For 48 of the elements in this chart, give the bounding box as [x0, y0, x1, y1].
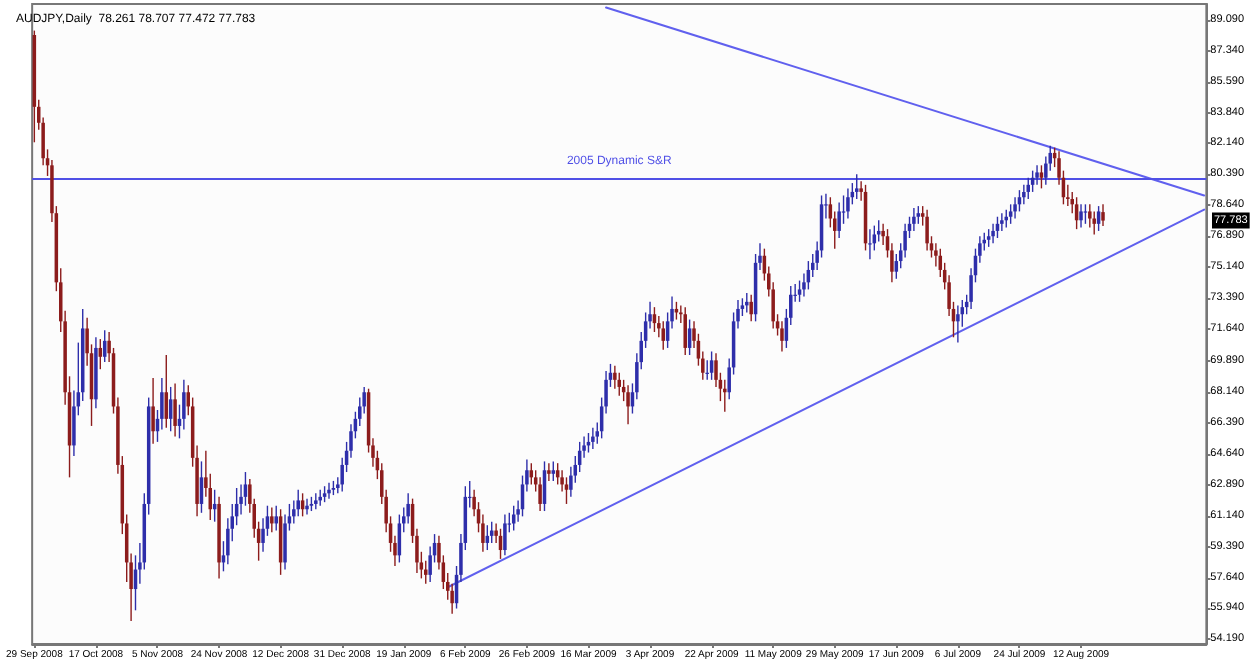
candlestick: [591, 427, 595, 450]
candlestick: [837, 201, 841, 239]
candlestick: [1079, 203, 1083, 229]
candlestick: [1008, 203, 1013, 225]
candlestick: [1101, 203, 1105, 227]
candlestick: [173, 382, 177, 438]
candlestick: [1013, 196, 1017, 220]
candlestick: [956, 304, 960, 344]
candlestick: [797, 279, 802, 303]
candlestick: [626, 384, 630, 425]
candlestick: [617, 372, 622, 397]
candlestick: [503, 513, 507, 557]
candlestick: [564, 476, 569, 505]
candlestick: [925, 208, 929, 252]
candlestick: [723, 379, 727, 413]
candlestick: [296, 489, 300, 518]
candlestick: [406, 492, 410, 525]
candlestick: [182, 379, 186, 431]
candlestick: [749, 294, 753, 323]
candlestick: [780, 320, 784, 353]
candlestick: [314, 492, 318, 510]
candlestick: [551, 460, 556, 482]
candlestick: [1083, 203, 1088, 225]
candlestick: [1035, 164, 1039, 186]
candlestick: [305, 497, 309, 516]
candlestick: [683, 306, 687, 356]
candlestick: [854, 173, 859, 200]
candlestick: [1022, 184, 1026, 206]
candlestick: [538, 476, 542, 512]
candlestick: [705, 359, 709, 381]
candlestick: [274, 505, 278, 532]
candlestick: [846, 187, 850, 220]
candlestick: [745, 292, 749, 314]
candlestick: [1039, 164, 1044, 190]
candlestick: [1000, 212, 1004, 232]
candlestick: [613, 364, 617, 390]
candlestick: [151, 377, 155, 445]
candlestick: [327, 481, 331, 500]
candlestick: [1026, 177, 1030, 200]
candlestick: [423, 559, 428, 585]
candlestick: [1092, 210, 1096, 236]
candlestick: [991, 223, 995, 245]
candlestick: [270, 506, 274, 534]
candlestick: [868, 228, 872, 260]
candlestick: [912, 207, 916, 232]
candlestick: [1088, 203, 1092, 229]
candlestick: [661, 320, 665, 351]
candlestick: [547, 462, 551, 482]
